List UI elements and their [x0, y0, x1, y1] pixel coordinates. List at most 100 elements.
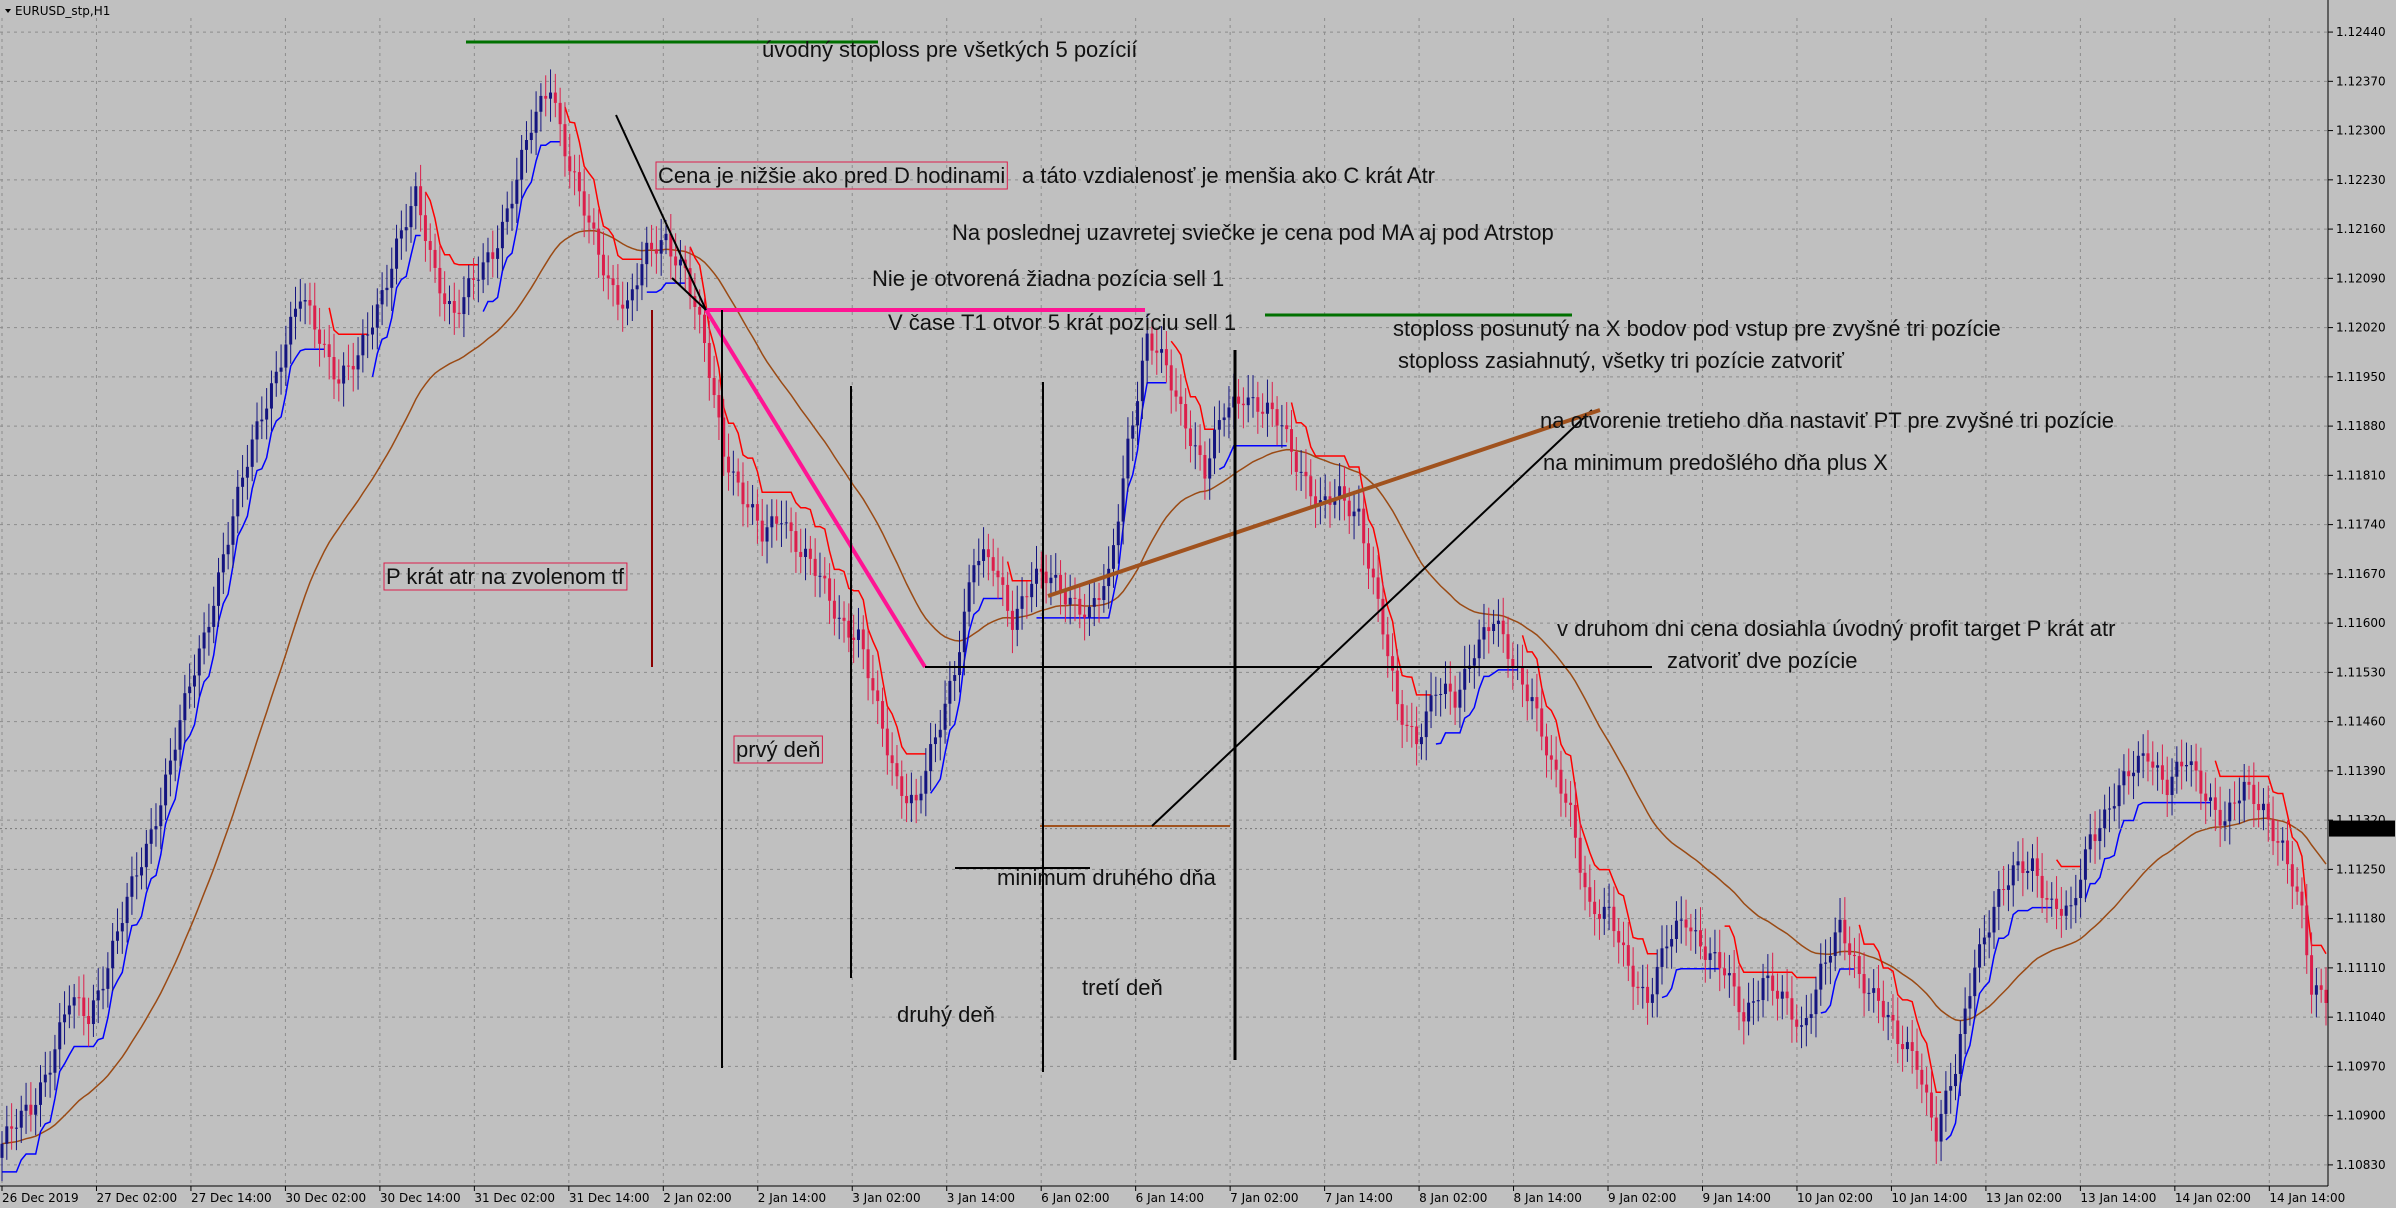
candle-body: [38, 1082, 42, 1105]
candle: [1145, 313, 1149, 384]
candle: [654, 226, 658, 274]
candle: [736, 458, 740, 497]
candle: [986, 533, 990, 581]
candle-body: [856, 629, 860, 640]
x-tick-label: 30 Dec 02:00: [285, 1191, 366, 1205]
candle-body: [1641, 986, 1645, 989]
annotation-layer: úvodný stoploss pre všetkých 5 pozícií Ce…: [383, 37, 2115, 1027]
candle-body: [1203, 454, 1207, 479]
candle: [630, 273, 634, 321]
candle: [2324, 967, 2328, 1026]
candle-body: [1703, 946, 1707, 960]
candle-body: [395, 238, 399, 269]
candle: [1116, 504, 1120, 564]
candle-body: [722, 417, 726, 457]
candle: [1535, 673, 1539, 732]
candle: [106, 952, 110, 1008]
candle: [828, 563, 832, 624]
candle: [346, 344, 350, 381]
candle-body: [529, 132, 533, 141]
candle-body: [1954, 1073, 1958, 1087]
candle: [688, 246, 692, 310]
candle-body: [986, 549, 990, 558]
triangle-down-icon[interactable]: [5, 9, 11, 13]
candle-body: [428, 241, 432, 250]
y-tick-label: 1.12300: [2336, 124, 2386, 138]
candle: [876, 670, 880, 725]
candle-body: [520, 149, 524, 180]
candle: [1006, 571, 1010, 627]
candle-body: [476, 279, 480, 281]
candle-body: [1366, 543, 1370, 569]
candle: [1939, 1099, 1943, 1162]
candle: [1838, 897, 1842, 956]
candle: [760, 498, 764, 557]
candle: [1160, 326, 1164, 373]
candle-body: [168, 760, 172, 775]
candle-body: [1843, 919, 1847, 944]
candle: [221, 532, 225, 594]
candle-body: [1155, 350, 1159, 353]
candle: [303, 283, 307, 325]
candle: [2088, 813, 2092, 863]
candle-body: [63, 1014, 67, 1023]
candle-body: [481, 262, 485, 280]
candle-body: [775, 516, 779, 524]
candle: [2016, 841, 2020, 882]
candle: [2079, 859, 2083, 918]
candle: [746, 480, 750, 528]
candle: [534, 91, 538, 156]
x-tick-label: 31 Dec 14:00: [569, 1191, 650, 1205]
x-tick-label: 8 Jan 02:00: [1419, 1191, 1487, 1205]
candle: [2002, 865, 2006, 906]
candle-body: [967, 582, 971, 612]
candle-body: [2271, 819, 2275, 842]
candle-body: [640, 264, 644, 286]
y-tick-label: 1.10900: [2336, 1109, 2386, 1123]
candle: [1915, 1028, 1919, 1089]
candle: [1795, 1004, 1799, 1043]
candle-body: [674, 256, 678, 266]
candle-body: [159, 805, 163, 827]
candle-body: [664, 233, 668, 241]
candle: [1578, 820, 1582, 890]
window-title[interactable]: EURUSD_stp,H1: [5, 4, 110, 18]
candle-body: [2083, 849, 2087, 880]
candle-body: [582, 191, 586, 216]
candle-body: [1780, 991, 1784, 999]
candle: [1044, 554, 1048, 604]
candle-body: [192, 675, 196, 687]
candle: [582, 168, 586, 238]
candle-body: [48, 1072, 52, 1075]
candle: [1650, 977, 1654, 1018]
candle: [1929, 1069, 1933, 1131]
candle: [2314, 967, 2318, 1018]
candle-body: [500, 221, 504, 249]
candle-body: [881, 701, 885, 729]
candle-body: [1063, 591, 1067, 605]
candle: [1564, 778, 1568, 818]
candle: [1068, 574, 1072, 625]
candle: [1188, 410, 1192, 463]
candle-body: [2324, 989, 2328, 1003]
candle-body: [1261, 411, 1265, 414]
candle-body: [1208, 458, 1212, 479]
candle: [443, 271, 447, 322]
candle-body: [635, 285, 639, 290]
candle-body: [592, 222, 596, 229]
candle: [958, 630, 962, 693]
candle-body: [736, 471, 740, 483]
candle: [770, 499, 774, 548]
annotation-p-atr: P krát atr na zvolenom tf: [386, 564, 625, 589]
candle-body: [563, 124, 567, 157]
candle: [1718, 929, 1722, 992]
candle-body: [1877, 988, 1881, 1001]
candle: [1987, 910, 1991, 959]
candle-body: [678, 259, 682, 266]
candle: [1857, 933, 1861, 989]
candle-body: [2194, 761, 2198, 771]
candle: [722, 399, 726, 477]
candle: [616, 264, 620, 321]
